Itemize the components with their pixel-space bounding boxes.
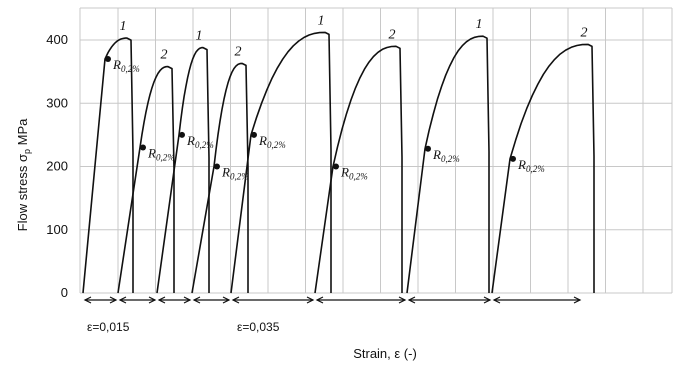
cycle-label: 1 [318,13,325,28]
flow-curve-8 [491,43,595,294]
arrow-head-right [573,296,582,304]
y-axis-label: Flow stress σp MPa [15,118,32,232]
arrow-head-right [306,296,315,304]
arrow-head-right [222,296,231,304]
proof-stress-label: R0,2% [340,165,368,182]
grid [79,7,673,294]
cycle-label: 2 [581,25,588,40]
cycle-label: 2 [161,48,168,63]
proof-stress-label: R0,2% [517,157,545,174]
y-tick-label: 400 [46,32,68,47]
y-tick-label: 0 [61,285,68,300]
proof-stress-label: R0,2% [221,165,249,182]
yield-point-marker [425,145,431,152]
flow-curve-4 [191,62,249,294]
x-axis-label: Strain, ε (-) [353,346,417,361]
proof-stress-label: R0,2% [186,133,214,150]
arrow-head-right [483,296,492,304]
proof-stress-label: R0,2% [147,146,175,163]
y-tick-label: 300 [46,95,68,110]
axes: 0 100 200 300 400 [46,32,68,300]
cycle-label: 1 [120,19,127,34]
strain-arrows [83,296,582,304]
y-axis-label-main: Flow stress σ [15,154,30,231]
proof-stress-label: R0,2% [258,133,286,150]
yield-point-marker [179,131,185,138]
arrow-head-right [183,296,192,304]
flow-curve-5 [230,31,332,294]
flow-curve-1 [82,37,134,294]
cycle-label: 2 [235,44,242,59]
annotations: R0,2% 1 R0,2% 2 R0,2% 1 R0,2% 2 R0,2% 1 R0,2% 2 R0,2… [112,13,588,181]
arrow-head-left [157,296,166,304]
proof-stress-label: R0,2% [112,57,140,74]
arrow-head-right [148,296,157,304]
arrow-head-left [407,296,416,304]
y-axis-label-unit: MPa [15,118,30,149]
arrow-head-right [109,296,118,304]
arrow-head-left [192,296,201,304]
strain-annotation-1: ε=0,015 [87,320,130,334]
yield-point-marker [214,163,220,170]
flow-curve-7 [406,35,490,294]
flow-curves [82,31,595,294]
flow-curve-3 [156,46,210,294]
yield-point-marker [510,155,516,162]
strain-annotation-2: ε=0,035 [237,320,280,334]
cycle-label: 1 [196,29,203,44]
cycle-label: 2 [389,27,396,42]
y-tick-label: 200 [46,159,68,174]
arrow-head-left [83,296,92,304]
yield-point-marker [105,55,111,62]
yield-point-marker [140,144,146,151]
flow-curve-2 [117,65,175,294]
y-tick-label: 100 [46,222,68,237]
y-axis-label-subscript: p [22,149,32,154]
yield-point-marker [251,131,257,138]
flow-curve-6 [314,45,403,294]
arrow-head-right [398,296,407,304]
proof-stress-label: R0,2% [432,147,460,164]
cycle-label: 1 [476,17,483,32]
arrow-head-left [231,296,240,304]
arrow-head-left [492,296,501,304]
arrow-head-left [315,296,324,304]
arrow-head-left [118,296,127,304]
yield-point-marker [333,163,339,170]
